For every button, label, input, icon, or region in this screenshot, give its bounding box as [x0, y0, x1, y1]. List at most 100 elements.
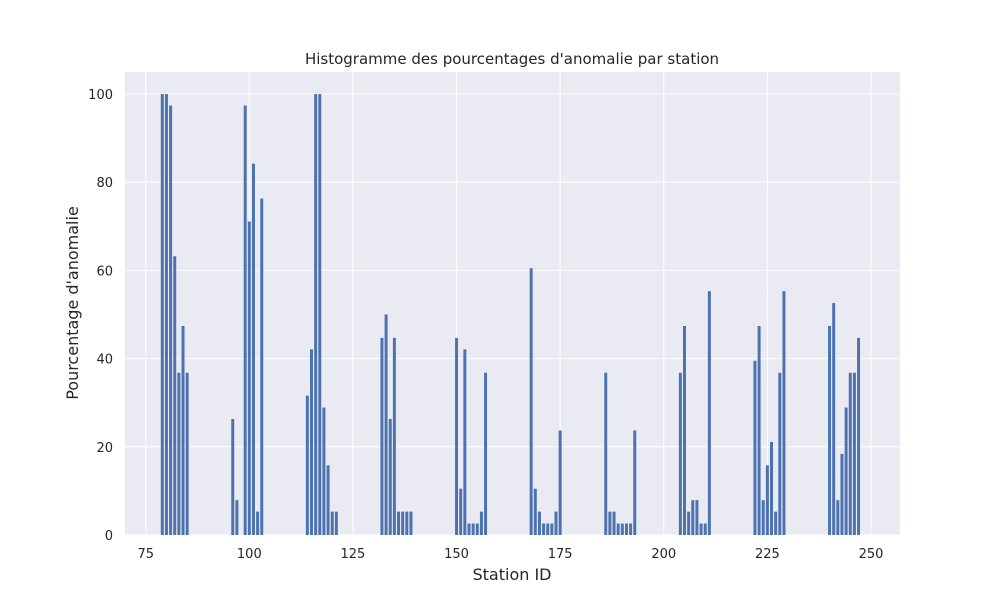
- bar-station-222: [753, 360, 757, 535]
- bar-station-85: [185, 372, 189, 535]
- bar-station-79: [160, 94, 164, 536]
- bar-station-135: [392, 337, 396, 535]
- bar-station-156: [479, 511, 483, 535]
- x-tick-label: 200: [651, 547, 676, 562]
- bar-station-171: [542, 523, 546, 535]
- bar-station-121: [334, 511, 338, 535]
- bar-station-205: [683, 325, 686, 535]
- bar-station-243: [840, 453, 844, 535]
- x-tick-label: 125: [341, 547, 366, 562]
- bar-station-247: [857, 337, 861, 535]
- bar-station-229: [782, 291, 786, 535]
- y-tick-label: 60: [96, 264, 113, 279]
- bar-station-115: [310, 349, 313, 535]
- bar-station-80: [164, 94, 168, 536]
- bar-station-190: [620, 523, 624, 535]
- bar-station-96: [231, 419, 235, 535]
- bar-station-187: [608, 511, 612, 535]
- bar-station-102: [256, 511, 260, 535]
- bar-station-193: [633, 430, 637, 535]
- bar-station-225: [765, 465, 769, 535]
- bar-station-224: [761, 500, 765, 535]
- bar-station-242: [836, 500, 840, 535]
- bar-station-246: [852, 372, 856, 535]
- bar-station-192: [629, 523, 633, 535]
- y-tick-label: 100: [88, 88, 113, 103]
- bar-station-240: [828, 325, 832, 535]
- bar-station-173: [550, 523, 554, 535]
- bar-station-174: [554, 511, 558, 535]
- bar-station-118: [322, 407, 326, 535]
- bar-station-136: [397, 511, 401, 535]
- bar-station-211: [707, 291, 711, 535]
- y-tick-label: 0: [105, 529, 113, 544]
- bar-station-137: [401, 511, 405, 535]
- bar-station-82: [173, 256, 177, 535]
- bar-station-206: [687, 511, 691, 535]
- x-tick-label: 150: [444, 547, 469, 562]
- bar-station-244: [844, 407, 848, 535]
- bar-station-154: [471, 523, 475, 535]
- bar-station-175: [558, 430, 562, 535]
- bar-station-153: [467, 523, 471, 535]
- bar-station-172: [546, 523, 550, 535]
- bar-station-227: [774, 511, 778, 535]
- x-tick-label: 100: [237, 547, 262, 562]
- bar-station-84: [181, 325, 185, 535]
- bar-station-150: [455, 337, 459, 535]
- bar-station-155: [475, 523, 479, 535]
- bar-station-186: [604, 372, 608, 535]
- bar-station-223: [757, 325, 761, 535]
- bar-station-101: [251, 163, 255, 535]
- y-axis-label: Pourcentage d'anomalie: [63, 206, 82, 400]
- bar-station-207: [691, 500, 695, 535]
- bar-station-119: [326, 465, 330, 535]
- x-tick-label: 175: [548, 547, 573, 562]
- bar-station-138: [405, 511, 409, 535]
- bar-station-188: [612, 511, 616, 535]
- bar-station-117: [318, 94, 322, 536]
- y-tick-label: 80: [96, 176, 113, 191]
- y-tick-label: 40: [96, 353, 113, 368]
- bar-station-170: [537, 511, 541, 535]
- bar-station-226: [770, 441, 774, 535]
- bar-station-133: [384, 314, 388, 535]
- bars: [160, 94, 861, 536]
- bar-station-228: [778, 372, 782, 535]
- bar-station-139: [409, 511, 413, 535]
- bar-station-191: [624, 523, 628, 535]
- bar-station-116: [314, 94, 318, 536]
- x-tick-labels: 75 100 125 150 175 200 225 250: [137, 547, 883, 562]
- bar-station-97: [235, 500, 239, 535]
- y-tick-labels: 0 20 40 60 80 100: [88, 88, 113, 544]
- bar-station-241: [832, 303, 836, 535]
- bar-station-99: [243, 105, 247, 535]
- bar-station-189: [616, 523, 620, 535]
- x-axis-label: Station ID: [472, 565, 551, 584]
- bar-station-151: [459, 488, 463, 535]
- bar-station-100: [247, 221, 251, 536]
- y-tick-label: 20: [96, 441, 113, 456]
- bar-station-83: [177, 372, 181, 535]
- bar-station-152: [463, 349, 467, 535]
- bar-station-209: [699, 523, 703, 535]
- bar-station-210: [703, 523, 707, 535]
- x-tick-label: 250: [859, 547, 884, 562]
- bar-station-169: [533, 488, 537, 535]
- bar-station-103: [260, 198, 264, 536]
- x-tick-label: 75: [137, 547, 154, 562]
- bar-station-132: [380, 337, 384, 535]
- bar-station-81: [169, 105, 173, 535]
- bar-station-168: [529, 268, 533, 535]
- bar-station-114: [305, 395, 309, 535]
- bar-station-120: [330, 511, 334, 535]
- bar-station-157: [484, 372, 488, 535]
- bar-station-208: [695, 500, 699, 535]
- bar-station-134: [388, 419, 392, 535]
- x-tick-label: 225: [755, 547, 780, 562]
- bar-station-245: [848, 372, 852, 535]
- bar-station-204: [678, 372, 682, 535]
- chart-title: Histogramme des pourcentages d'anomalie …: [305, 50, 719, 68]
